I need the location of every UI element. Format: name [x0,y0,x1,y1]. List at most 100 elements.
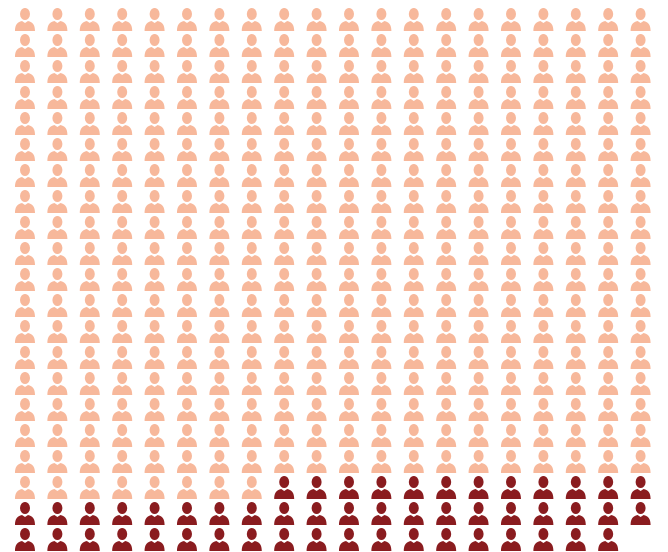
person-icon [533,60,554,83]
person-icon [274,372,295,395]
person-icon [306,450,327,473]
person-icon [274,8,295,31]
person-icon [144,34,165,57]
person-icon [144,294,165,317]
person-icon [241,372,262,395]
person-icon [371,164,392,187]
person-icon [371,398,392,421]
person-icon [339,190,359,213]
person-icon [533,502,554,525]
person-icon [468,216,489,239]
person-icon [15,268,35,291]
person-icon [79,320,100,343]
person-icon [306,346,327,369]
person-icon [468,502,489,525]
person-icon [436,60,457,83]
person-icon [177,398,197,421]
person-icon [468,34,489,57]
person-icon [209,138,230,161]
person-icon [209,372,230,395]
person-icon [112,528,133,551]
person-icon [565,190,586,213]
person-icon [274,450,295,473]
person-icon [371,86,392,109]
person-icon [468,8,489,31]
person-icon [598,528,619,551]
person-icon [112,60,133,83]
person-icon [501,216,521,239]
person-icon [144,424,165,447]
person-icon [630,34,651,57]
person-icon [79,450,100,473]
person-icon [47,112,68,135]
person-icon [112,346,133,369]
person-icon [501,8,521,31]
person-icon [241,60,262,83]
person-icon [339,8,359,31]
person-icon [436,294,457,317]
person-icon [79,294,100,317]
person-icon [47,450,68,473]
person-icon [274,502,295,525]
person-icon [241,424,262,447]
person-icon [533,242,554,265]
person-icon [274,138,295,161]
person-icon [565,216,586,239]
person-icon [306,294,327,317]
person-icon [468,190,489,213]
person-icon [468,112,489,135]
person-icon [630,346,651,369]
person-icon [501,502,521,525]
person-icon [306,268,327,291]
person-icon [371,112,392,135]
person-icon [371,34,392,57]
person-icon [177,8,197,31]
person-icon [403,8,424,31]
person-icon [371,450,392,473]
person-icon [371,476,392,499]
person-icon [209,164,230,187]
person-icon [47,320,68,343]
person-icon [112,112,133,135]
person-icon [177,60,197,83]
person-icon [565,268,586,291]
person-icon [241,164,262,187]
person-icon [47,190,68,213]
person-icon [209,528,230,551]
person-icon [371,502,392,525]
person-icon [209,60,230,83]
person-icon [630,294,651,317]
person-icon [112,190,133,213]
person-icon [306,372,327,395]
person-icon [436,164,457,187]
person-icon [274,476,295,499]
person-icon [436,476,457,499]
person-icon [501,190,521,213]
person-icon [177,528,197,551]
person-icon [598,502,619,525]
person-icon [501,346,521,369]
person-icon [47,60,68,83]
person-icon [339,450,359,473]
person-icon [468,164,489,187]
person-icon [47,294,68,317]
person-icon [144,190,165,213]
person-icon [306,164,327,187]
person-icon [306,60,327,83]
person-icon [112,138,133,161]
person-icon [565,450,586,473]
person-icon [371,294,392,317]
person-icon [274,320,295,343]
person-icon [630,112,651,135]
person-icon [533,8,554,31]
person-icon [112,268,133,291]
person-icon [112,34,133,57]
person-icon [15,476,35,499]
person-icon [403,138,424,161]
person-icon [274,164,295,187]
person-icon [209,216,230,239]
person-icon [112,8,133,31]
person-icon [598,34,619,57]
person-icon [436,190,457,213]
